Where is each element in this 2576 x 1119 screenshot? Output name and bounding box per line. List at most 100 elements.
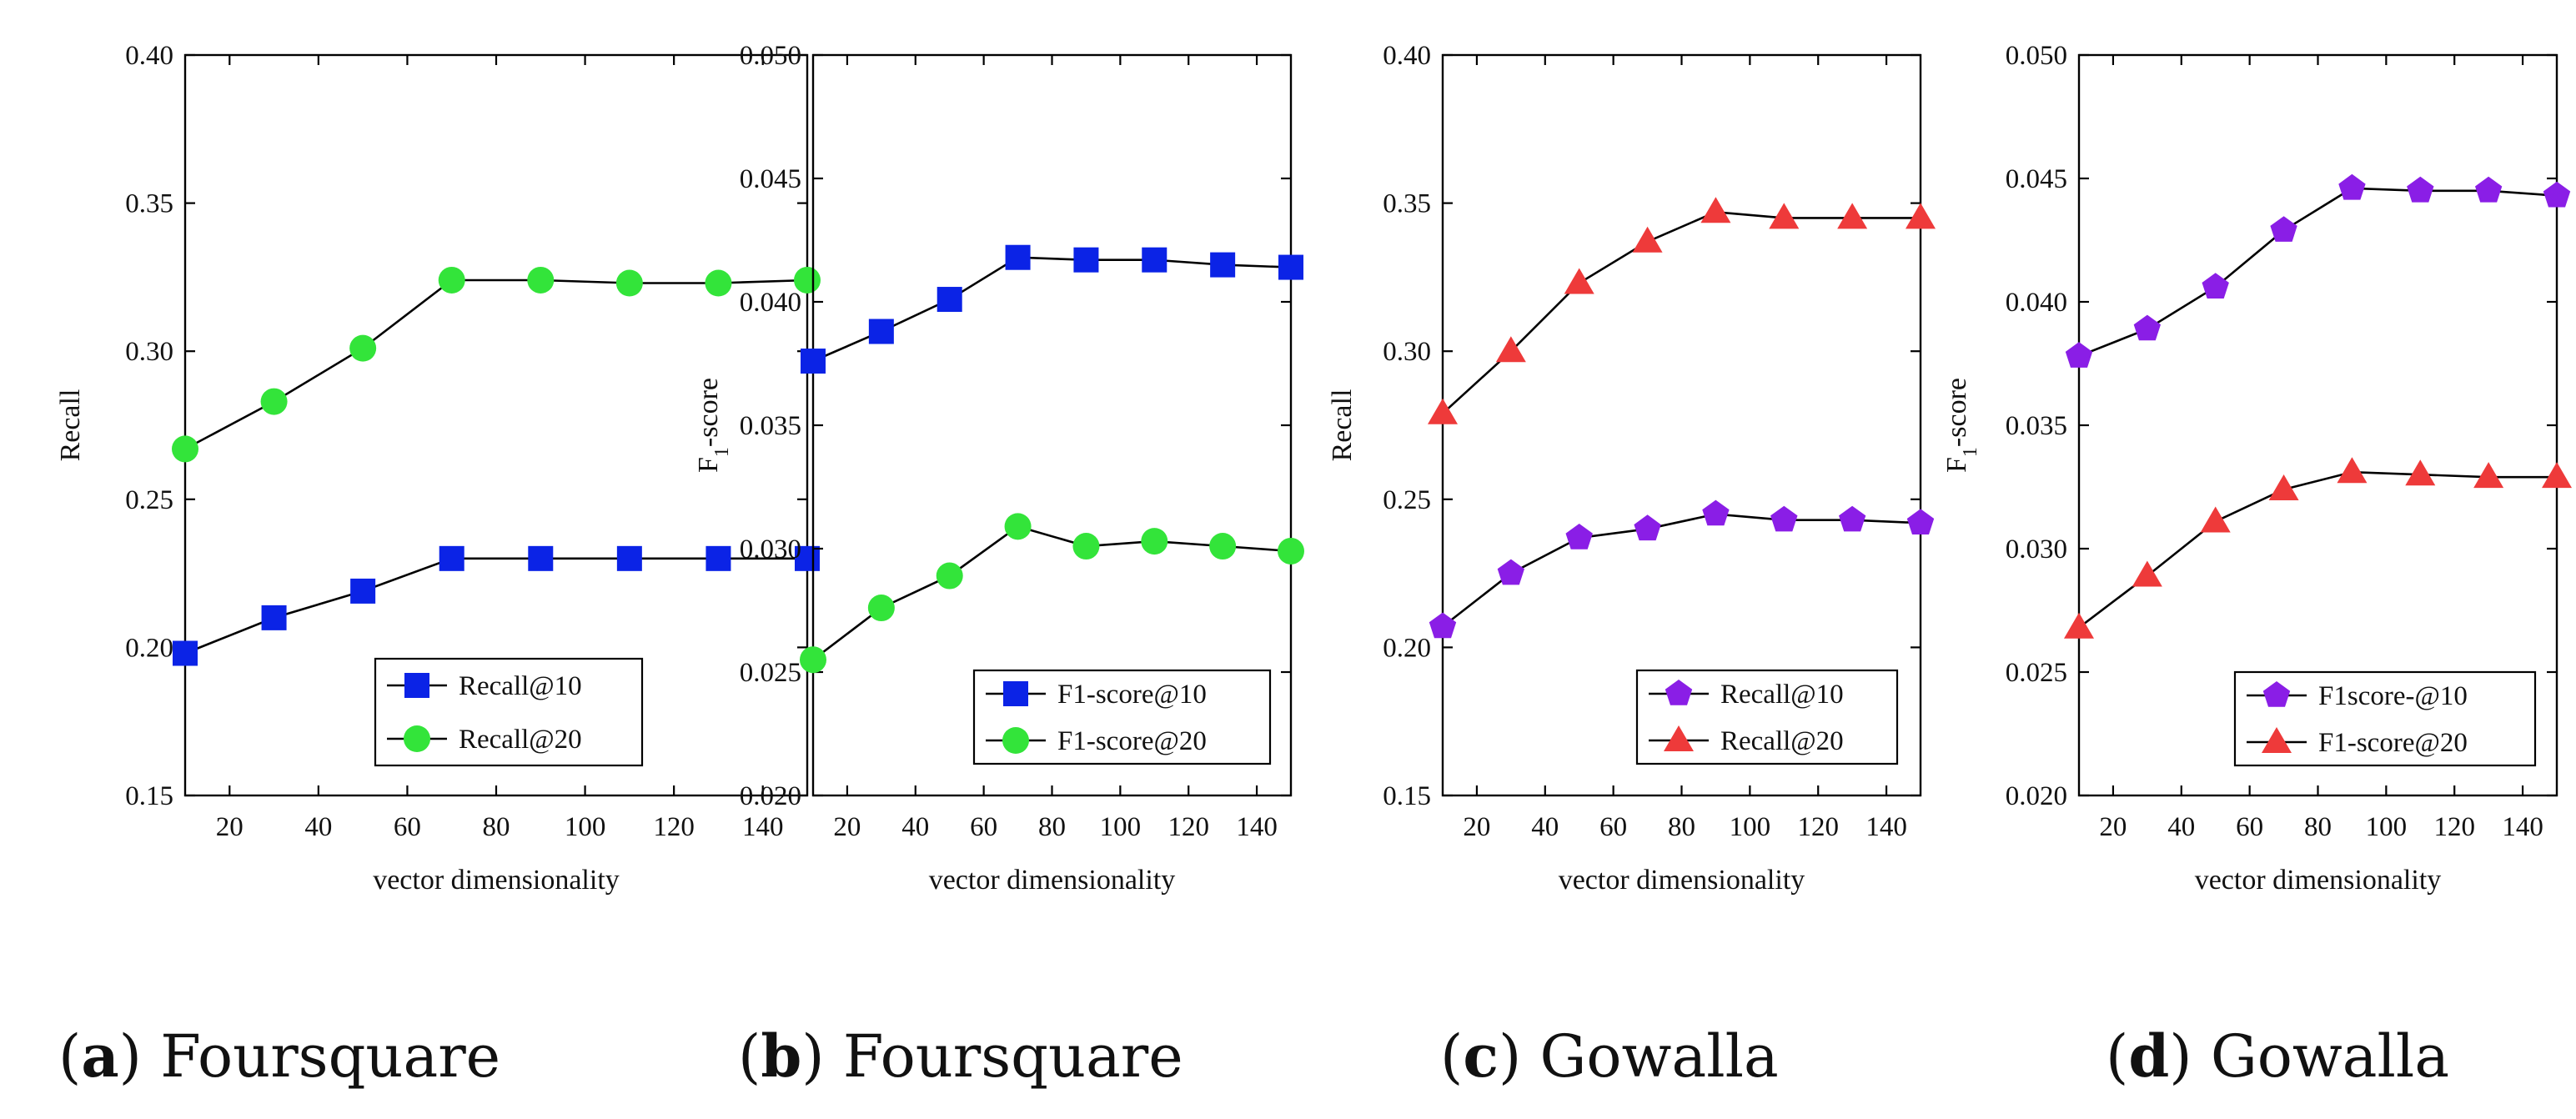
y-axis-label: Recall xyxy=(55,389,86,462)
data-point-1-3 xyxy=(438,266,465,294)
data-point-0-1 xyxy=(261,605,287,630)
x-tick-label: 120 xyxy=(2433,812,2475,842)
x-axis-label: vector dimensionality xyxy=(1559,865,1805,896)
x-tick-label: 40 xyxy=(2167,812,2195,842)
y-tick-label: 0.040 xyxy=(2006,288,2067,318)
x-tick-label: 120 xyxy=(1797,812,1839,842)
legend-marker-1 xyxy=(1664,725,1694,751)
x-tick-label: 140 xyxy=(2502,812,2543,842)
data-point-1-1 xyxy=(867,595,895,622)
legend-marker-0 xyxy=(1003,681,1028,706)
data-point-1-0 xyxy=(800,646,826,674)
legend-label-1: F1-score@20 xyxy=(1057,726,1207,756)
data-point-0-1 xyxy=(2133,314,2161,341)
series-line-1 xyxy=(2078,470,2557,629)
x-tick-label: 80 xyxy=(1038,812,1066,842)
x-tick-label: 60 xyxy=(2236,812,2263,842)
x-tick-label: 80 xyxy=(1668,812,1695,842)
caption-d: (d) Gowalla xyxy=(2106,1021,2450,1091)
y-tick-label: 0.040 xyxy=(740,288,801,318)
data-point-1-5 xyxy=(2405,459,2436,486)
y-tick-label: 0.050 xyxy=(2006,41,2067,71)
y-tick-label: 0.40 xyxy=(125,41,173,71)
x-tick-label: 40 xyxy=(1531,812,1559,842)
data-point-1-4 xyxy=(527,266,555,294)
x-tick-label: 120 xyxy=(1167,812,1209,842)
data-point-1-0 xyxy=(172,435,198,463)
y-tick-label: 0.035 xyxy=(740,411,801,441)
x-tick-label: 100 xyxy=(1100,812,1142,842)
data-point-0-4 xyxy=(1073,247,1099,273)
y-tick-label: 0.20 xyxy=(1383,633,1431,663)
data-point-1-4 xyxy=(1700,197,1731,223)
x-tick-label: 60 xyxy=(394,812,421,842)
data-point-1-7 xyxy=(1906,203,1936,229)
data-point-1-5 xyxy=(615,269,643,297)
y-tick-label: 0.045 xyxy=(2006,164,2067,194)
y-tick-label: 0.35 xyxy=(125,189,173,219)
y-axis-label: F1-score xyxy=(693,378,733,473)
x-tick-label: 40 xyxy=(304,812,332,842)
data-point-0-7 xyxy=(1278,254,1303,280)
x-tick-label: 80 xyxy=(2304,812,2332,842)
data-point-1-6 xyxy=(705,269,732,297)
x-axis-label: vector dimensionality xyxy=(2195,865,2442,896)
data-point-0-4 xyxy=(1702,499,1730,526)
legend-label-1: Recall@20 xyxy=(459,725,582,755)
y-tick-label: 0.020 xyxy=(740,781,801,811)
data-point-0-2 xyxy=(936,287,962,313)
data-point-1-4 xyxy=(2337,457,2368,484)
data-point-0-5 xyxy=(1142,247,1167,273)
data-point-0-3 xyxy=(439,545,464,571)
data-point-0-0 xyxy=(801,349,826,374)
legend-label-0: F1-score@10 xyxy=(1057,680,1207,710)
series-line-1 xyxy=(184,278,808,450)
caption-a: (a) Foursquare xyxy=(58,1021,501,1091)
data-point-1-1 xyxy=(260,388,288,415)
x-axis-label: vector dimensionality xyxy=(373,865,620,896)
data-point-1-4 xyxy=(1072,533,1100,560)
data-point-0-4 xyxy=(2338,173,2366,200)
chart-panel-c: 0.15 0.20 0.25 0.30 0.35 0.40 20 40 60 80 100 120 14… xyxy=(1327,41,1936,896)
x-axis-label: vector dimensionality xyxy=(929,865,1176,896)
legend-marker-1 xyxy=(2262,727,2292,753)
data-point-1-1 xyxy=(1495,336,1526,363)
y-axis-label-subscript: 1 xyxy=(1960,447,1981,457)
data-point-1-7 xyxy=(1278,537,1304,565)
data-point-1-1 xyxy=(2132,560,2162,587)
legend-label-1: Recall@20 xyxy=(1720,726,1844,756)
data-point-1-6 xyxy=(2473,462,2504,489)
data-point-1-5 xyxy=(1141,528,1168,555)
y-axis-label-rest: -score xyxy=(1941,378,1972,447)
y-tick-label: 0.25 xyxy=(125,485,173,515)
data-point-0-6 xyxy=(706,545,731,571)
y-axis-label: Recall xyxy=(1327,389,1358,462)
data-point-0-4 xyxy=(528,545,554,571)
x-tick-label: 100 xyxy=(2366,812,2408,842)
y-tick-label: 0.20 xyxy=(125,633,173,663)
x-tick-label: 140 xyxy=(1236,812,1278,842)
data-point-0-2 xyxy=(350,578,376,604)
y-tick-label: 0.30 xyxy=(125,337,173,367)
y-tick-label: 0.050 xyxy=(740,41,801,71)
data-point-1-0 xyxy=(1428,398,1458,424)
x-tick-label: 80 xyxy=(483,812,510,842)
y-tick-label: 0.25 xyxy=(1383,485,1431,515)
data-point-1-6 xyxy=(1209,533,1237,560)
data-point-0-7 xyxy=(1906,509,1935,534)
data-point-0-6 xyxy=(2475,176,2503,203)
data-point-1-3 xyxy=(2268,474,2299,500)
data-point-0-0 xyxy=(1429,612,1457,639)
y-tick-label: 0.30 xyxy=(1383,337,1431,367)
legend-marker-0 xyxy=(1665,680,1693,705)
x-tick-label: 20 xyxy=(833,812,861,842)
y-tick-label: 0.030 xyxy=(740,534,801,565)
y-tick-label: 0.045 xyxy=(740,164,801,194)
legend-label-0: Recall@10 xyxy=(1720,680,1844,710)
x-tick-label: 60 xyxy=(970,812,997,842)
data-point-0-0 xyxy=(173,640,198,666)
data-point-1-3 xyxy=(1004,513,1032,540)
y-axis-label-subscript: 1 xyxy=(711,447,733,457)
data-point-0-6 xyxy=(1210,252,1236,278)
data-point-0-3 xyxy=(1005,244,1031,270)
